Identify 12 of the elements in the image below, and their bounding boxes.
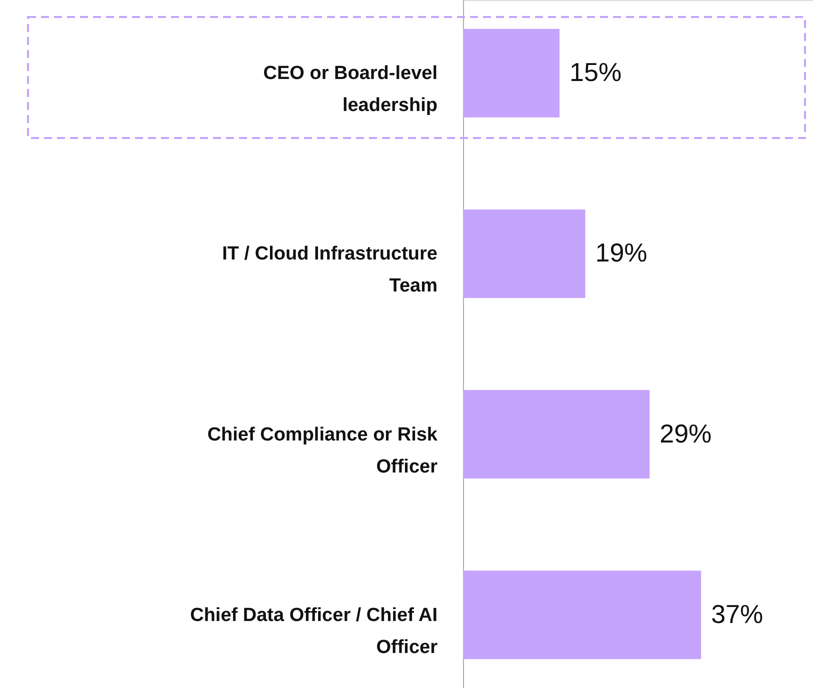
y-tick-label: Chief Compliance or Risk Officer — [207, 424, 438, 478]
y-tick-label: IT / Cloud Infrastructure Team — [222, 244, 438, 297]
bar — [463, 209, 586, 298]
y-tick-label: CEO or Board-level leadership — [263, 63, 438, 116]
data-label: 37% — [711, 598, 764, 629]
bar — [463, 570, 702, 660]
data-label: 19% — [595, 238, 648, 268]
data-label: 15% — [570, 57, 622, 88]
y-tick-label: Chief Data Officer / Chief AI Officer — [190, 604, 438, 658]
data-label: 29% — [660, 418, 712, 448]
bar — [463, 28, 560, 118]
bar — [463, 390, 650, 479]
